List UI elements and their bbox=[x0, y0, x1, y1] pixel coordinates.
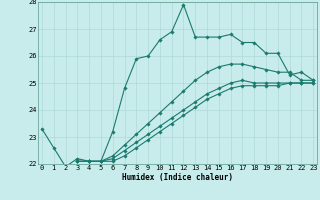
X-axis label: Humidex (Indice chaleur): Humidex (Indice chaleur) bbox=[122, 173, 233, 182]
